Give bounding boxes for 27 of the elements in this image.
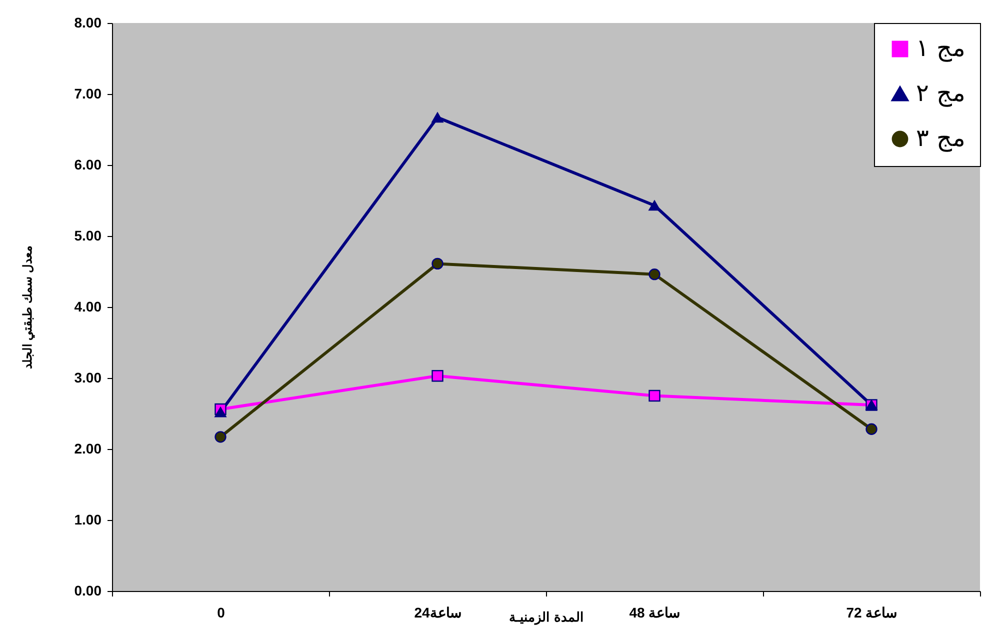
point bbox=[648, 390, 660, 402]
point bbox=[432, 112, 444, 123]
x-tick-label: ساعة 72 bbox=[846, 604, 898, 620]
point bbox=[866, 423, 878, 435]
x-tick-label: ساعة 48 bbox=[629, 604, 681, 620]
point bbox=[432, 370, 444, 382]
y-tick-label: 8.00 bbox=[74, 14, 102, 30]
y-tick-label: 6.00 bbox=[74, 156, 102, 172]
y-tick-label: 4.00 bbox=[74, 298, 102, 314]
point bbox=[432, 258, 444, 270]
x-tick-label: 0 bbox=[217, 604, 226, 620]
legend-label: مج ٣ bbox=[916, 124, 966, 152]
x-tick-label: 24ساعة bbox=[414, 604, 462, 620]
point bbox=[214, 406, 226, 418]
y-tick-label: 3.00 bbox=[74, 370, 102, 386]
y-tick-label: 1.00 bbox=[74, 512, 102, 528]
legend-label: مج ٢ bbox=[916, 79, 966, 107]
y-axis-title: معدل سمك طبقتي الجلد bbox=[20, 246, 36, 370]
point bbox=[648, 268, 660, 280]
y-tick-label: 0.00 bbox=[74, 582, 102, 598]
y-tick-label: 7.00 bbox=[74, 86, 102, 102]
point bbox=[648, 200, 660, 211]
legend-label: مج ١ bbox=[916, 34, 966, 62]
y-tick-label: 5.00 bbox=[74, 228, 102, 244]
y-tick-label: 2.00 bbox=[74, 440, 102, 456]
x-axis-title: المدة الزمنيـة bbox=[509, 610, 584, 626]
point bbox=[214, 431, 226, 443]
